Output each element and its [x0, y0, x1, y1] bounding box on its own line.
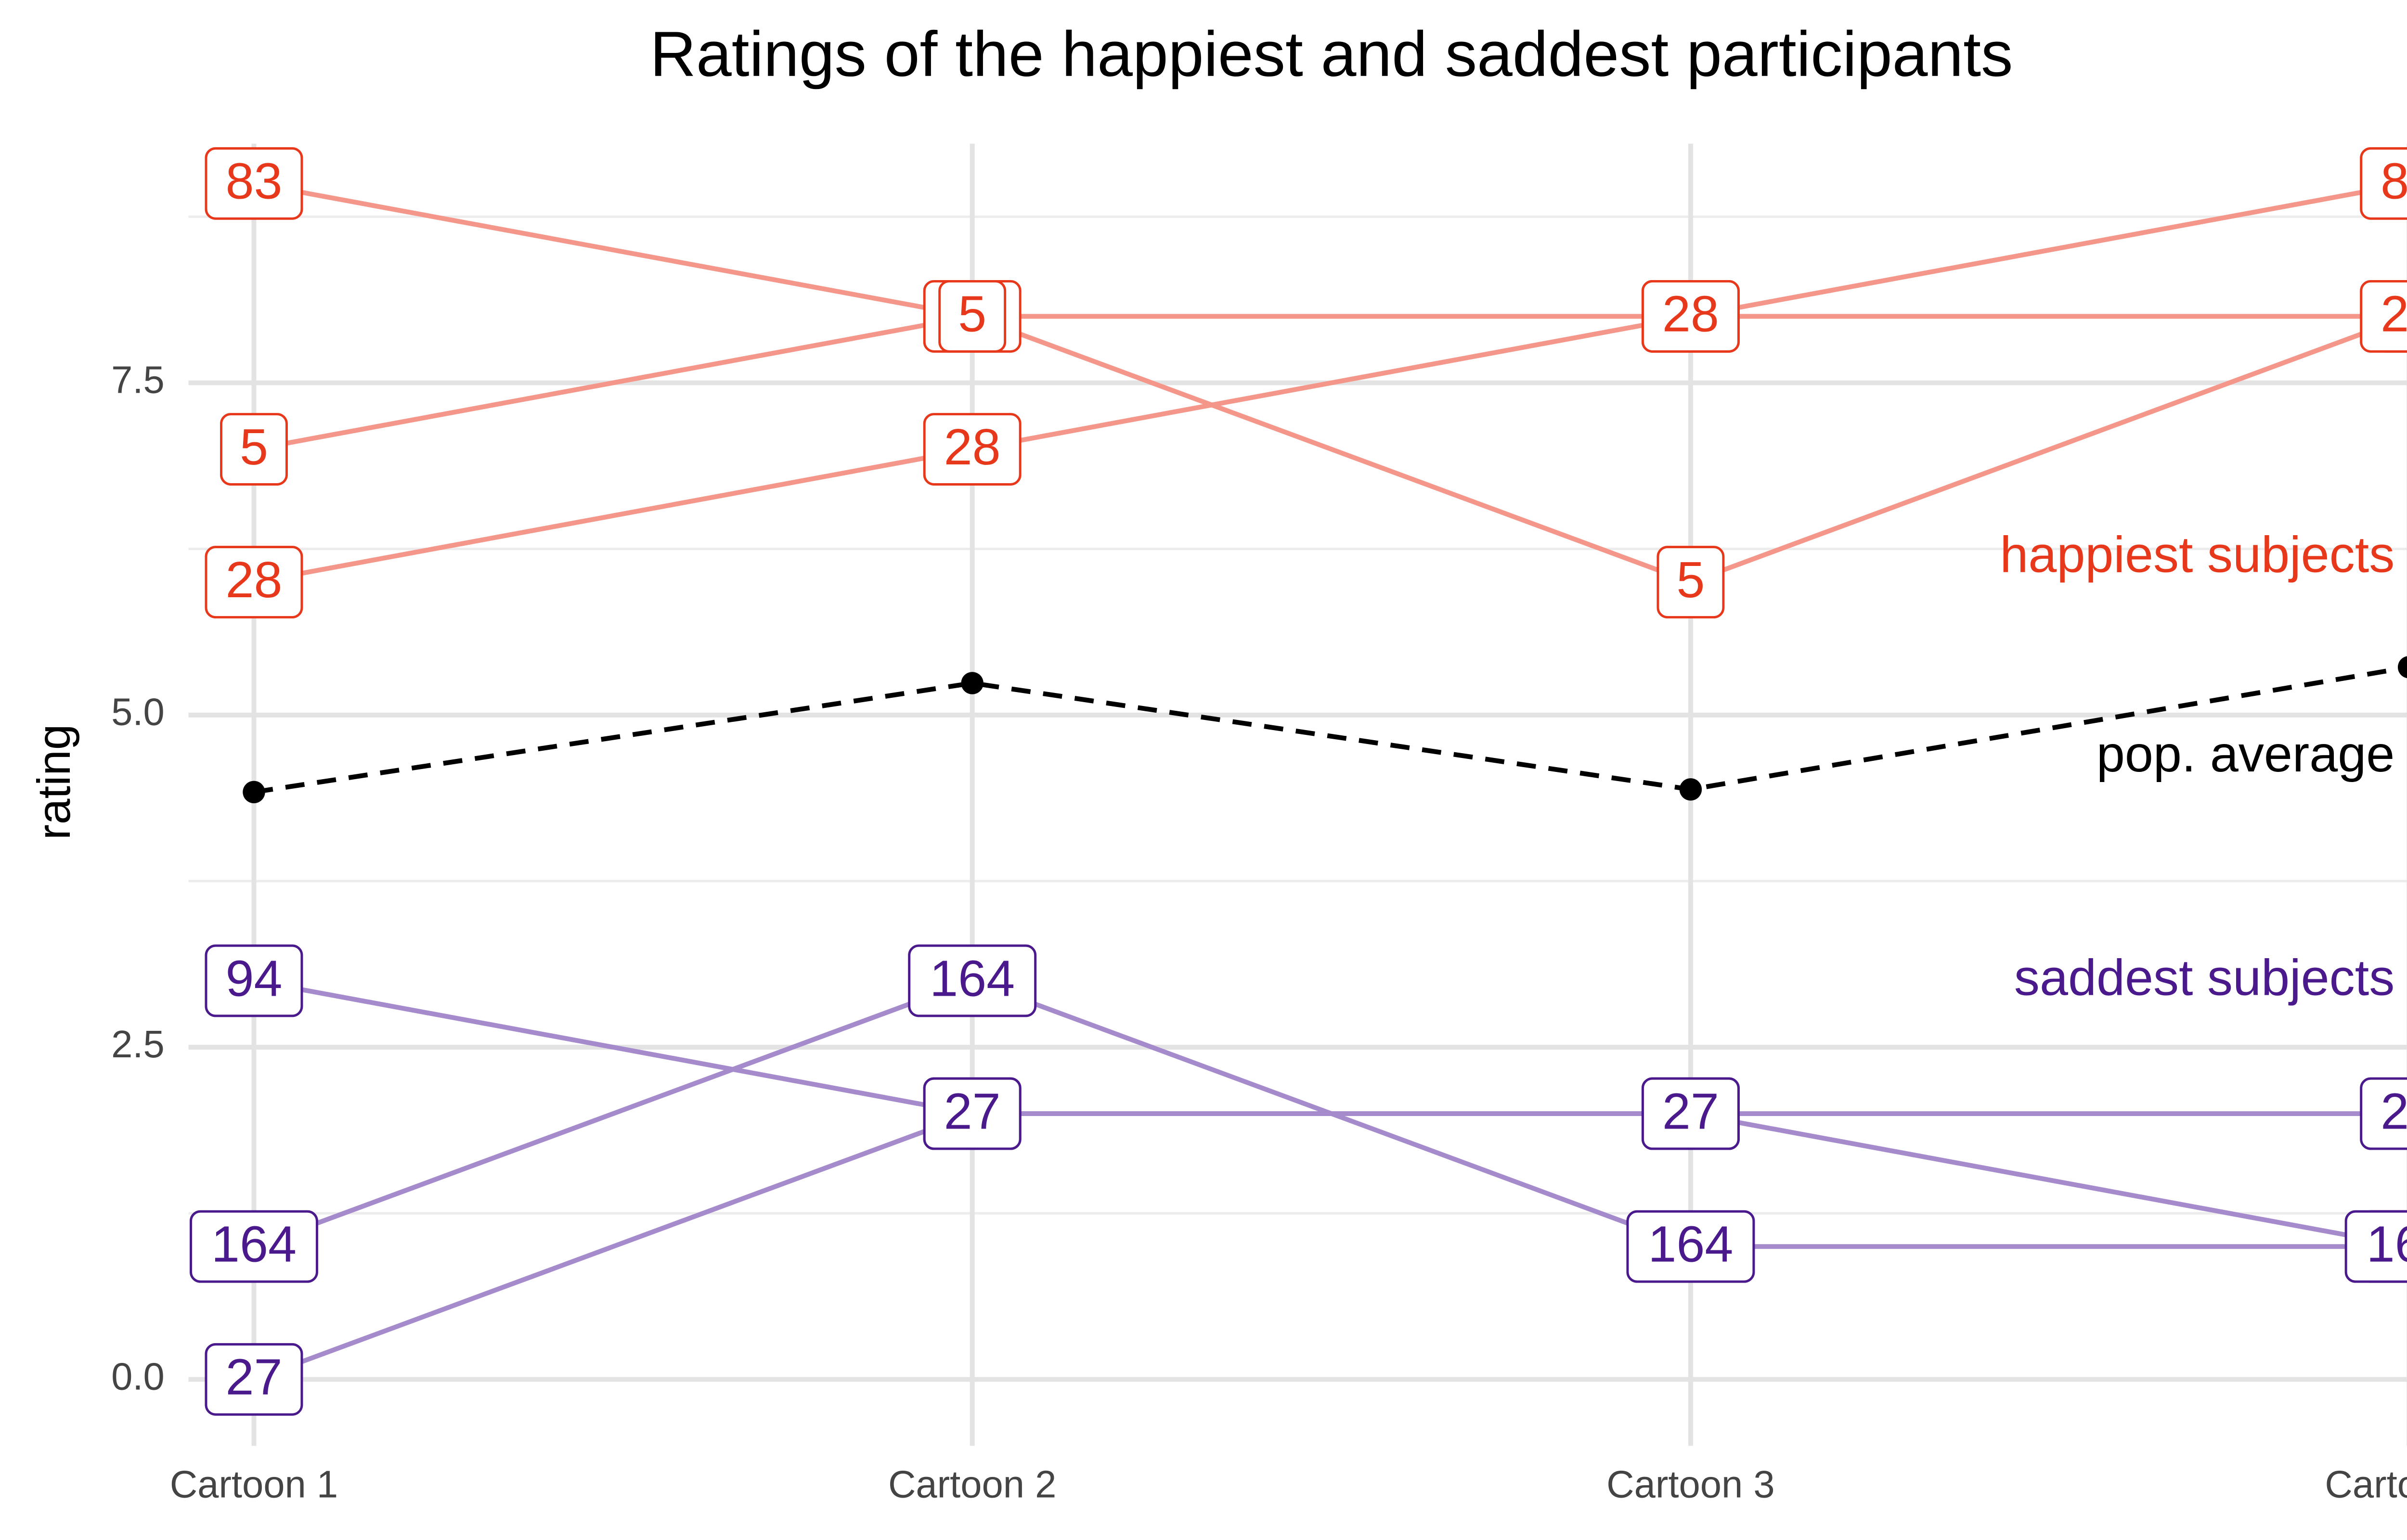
label-box [1626, 1210, 1755, 1283]
label-box [923, 1077, 1022, 1150]
average-annotation: pop. average [2096, 726, 2394, 783]
label-box [205, 147, 303, 220]
label-text: 27 [944, 1083, 1001, 1140]
point-label: 27 [205, 1343, 303, 1416]
y-tick-label: 7.5 [111, 358, 165, 401]
label-box [1641, 280, 1740, 353]
label-text: 27 [1662, 1083, 1719, 1140]
label-text: 28 [225, 552, 282, 608]
x-tick-label: Cartoon 4 [2325, 1463, 2407, 1506]
label-text: 164 [930, 950, 1015, 1007]
label-text: 27 [225, 1349, 282, 1406]
label-text: 5 [958, 286, 986, 343]
label-box [908, 944, 1037, 1017]
label-box [1641, 1077, 1740, 1150]
average-point [1679, 778, 1702, 801]
y-tick-label: 0.0 [111, 1355, 165, 1398]
label-text: 28 [2381, 286, 2407, 343]
label-box [2360, 147, 2407, 220]
label-text: 83 [2381, 153, 2407, 210]
point-label: 5 [1656, 546, 1725, 619]
label-box [1656, 546, 1725, 619]
label-text: 5 [1676, 552, 1705, 608]
label-box [205, 1343, 303, 1416]
label-box [923, 413, 1022, 486]
label-text: 164 [2367, 1216, 2407, 1273]
label-box [2344, 1210, 2407, 1283]
label-text: 5 [240, 419, 268, 475]
series-line [253, 181, 2407, 319]
point-label: 5 [938, 280, 1007, 353]
point-label: 27 [923, 1077, 1022, 1150]
point-label: 28 [205, 546, 303, 619]
point-label: 28 [923, 413, 1022, 486]
average-point [2397, 656, 2407, 679]
series-line [253, 314, 2407, 585]
average-point [243, 781, 265, 804]
x-tick-label: Cartoon 3 [1606, 1463, 1774, 1506]
label-box [205, 944, 303, 1017]
y-tick-label: 5.0 [111, 691, 165, 733]
point-label: 164 [1626, 1210, 1755, 1283]
label-text: 27 [2381, 1083, 2407, 1140]
x-tick-label: Cartoon 1 [170, 1463, 338, 1506]
y-tick-label: 2.5 [111, 1023, 165, 1065]
average-line [253, 665, 2407, 795]
group-annotation: happiest subjects [2000, 526, 2394, 583]
x-tick-label: Cartoon 2 [888, 1463, 1056, 1506]
chart-title: Ratings of the happiest and saddest part… [650, 19, 2013, 90]
label-text: 83 [225, 153, 282, 210]
label-box [2360, 1077, 2407, 1150]
point-label: 83 [205, 147, 303, 220]
series-line [253, 1111, 2407, 1382]
label-text: 28 [1662, 286, 1719, 343]
label-text: 164 [211, 1216, 297, 1273]
label-text: 164 [1648, 1216, 1733, 1273]
label-box [220, 413, 288, 486]
group-annotation: saddest subjects [2014, 949, 2394, 1006]
label-box [2360, 280, 2407, 353]
point-label: 164 [908, 944, 1037, 1017]
point-label: 27 [1641, 1077, 1740, 1150]
label-box [189, 1210, 318, 1283]
point-label: 83 [2360, 147, 2407, 220]
label-text: 94 [225, 950, 282, 1007]
average-point [961, 672, 984, 694]
series-line [253, 314, 2407, 585]
point-label: 27 [2360, 1077, 2407, 1150]
point-label: 5 [220, 413, 288, 486]
point-label: 164 [2344, 1210, 2407, 1283]
y-axis-label: rating [28, 724, 80, 840]
label-box [938, 280, 1007, 353]
point-label: 28 [2360, 280, 2407, 353]
point-label: 164 [189, 1210, 318, 1283]
label-box [205, 546, 303, 619]
point-label: 94 [205, 944, 303, 1017]
label-text: 28 [944, 419, 1001, 475]
point-label: 28 [1641, 280, 1740, 353]
